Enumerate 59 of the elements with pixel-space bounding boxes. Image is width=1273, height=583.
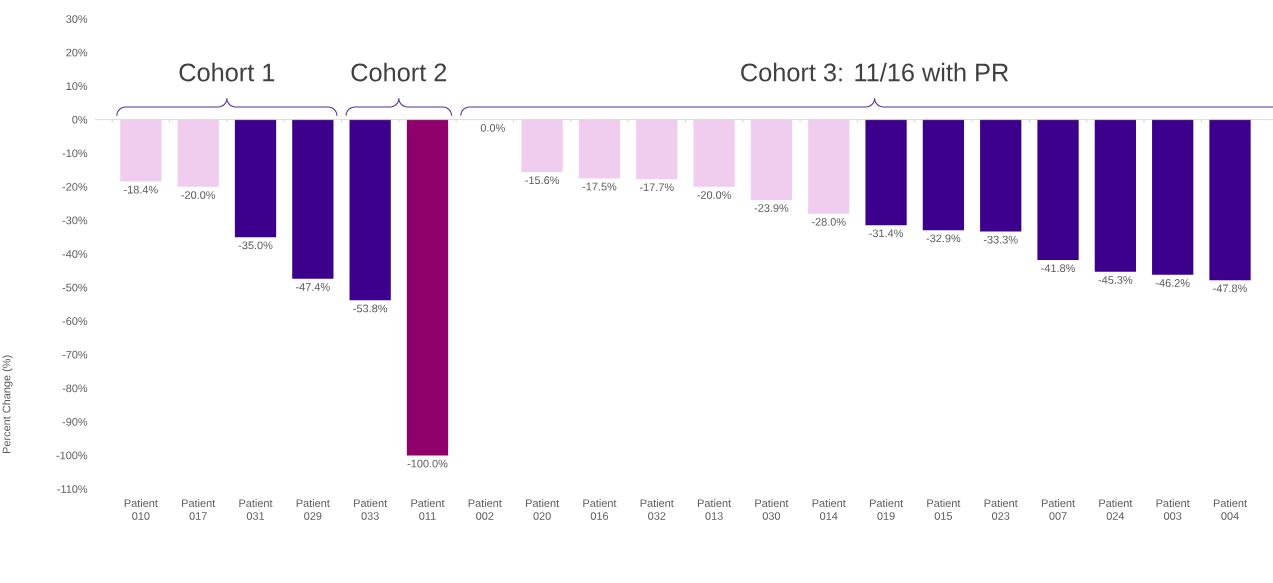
data-label: -28.0% (811, 217, 846, 226)
x-tick-label: Patient 007 (1041, 499, 1075, 520)
data-label: -45.3% (1098, 276, 1133, 284)
data-label: -31.4% (869, 229, 903, 238)
x-tick-label: Patient 020 (526, 499, 560, 520)
y-tick-label: -30% (62, 216, 88, 225)
data-label: -47.8% (1213, 284, 1247, 293)
x-tick-label: Patient 014 (812, 499, 846, 520)
y-tick-label: -100% (56, 451, 88, 460)
y-tick-label: 10% (66, 82, 88, 91)
data-label: -18.4% (124, 185, 158, 194)
data-label: -17.5% (582, 182, 617, 191)
y-tick-label: 30% (66, 15, 88, 23)
y-tick-label: 20% (66, 48, 88, 57)
x-tick-label: Patient 004 (1213, 499, 1247, 520)
data-label: -46.2% (1155, 279, 1190, 287)
x-tick-label: Patient 019 (869, 499, 903, 520)
y-tick-label: -40% (62, 250, 88, 258)
y-tick-label: -90% (62, 417, 88, 426)
y-axis-title: Percent Change (%) (2, 355, 13, 454)
x-tick-label: Patient 029 (296, 499, 330, 520)
x-tick-label: Patient 033 (354, 499, 388, 520)
x-tick-label: Patient 017 (182, 499, 216, 520)
data-label: -41.8% (1041, 264, 1075, 273)
data-label: -35.0% (238, 241, 273, 250)
x-tick-label: Patient 032 (640, 499, 674, 520)
x-tick-label: Patient 013 (697, 499, 732, 520)
y-tick-label: -80% (62, 384, 88, 393)
x-tick-label: Patient 011 (411, 499, 445, 520)
x-tick-label: Patient 016 (583, 499, 617, 520)
x-tick-label: Patient 023 (984, 499, 1018, 520)
annotation: Cohort 1 (179, 62, 275, 82)
y-tick-label: -60% (62, 317, 88, 326)
y-tick-label: -20% (62, 182, 88, 191)
x-tick-label: Patient 030 (755, 499, 789, 520)
x-tick-label: Patient 002 (468, 499, 502, 520)
data-label: -20.0% (181, 191, 216, 199)
y-tick-label: -10% (62, 149, 88, 158)
data-label: -23.9% (754, 204, 789, 212)
annotation: Cohort 3: 11/16 with PR (741, 62, 1009, 82)
data-label: -33.3% (983, 235, 1018, 244)
data-label: -47.4% (296, 283, 330, 291)
data-label: -17.7% (639, 183, 674, 192)
y-tick-label: -50% (62, 283, 88, 292)
annotation: Cohort 2 (351, 62, 447, 82)
data-label: 0.0% (480, 123, 505, 132)
data-label: -32.9% (926, 234, 961, 243)
data-label: -15.6% (525, 176, 560, 185)
data-label: -53.8% (353, 304, 388, 313)
data-label: -100.0% (407, 459, 448, 468)
y-tick-label: -110% (57, 485, 88, 493)
x-tick-label: Patient 003 (1156, 499, 1190, 520)
x-tick-label: Patient 015 (927, 499, 961, 520)
y-tick-label: -70% (62, 350, 88, 359)
x-tick-label: Patient 010 (124, 499, 158, 520)
x-tick-label: Patient 024 (1099, 499, 1133, 520)
y-tick-label: 0% (72, 115, 88, 124)
data-label: -20.0% (697, 191, 732, 199)
x-tick-label: Patient 031 (239, 499, 273, 520)
